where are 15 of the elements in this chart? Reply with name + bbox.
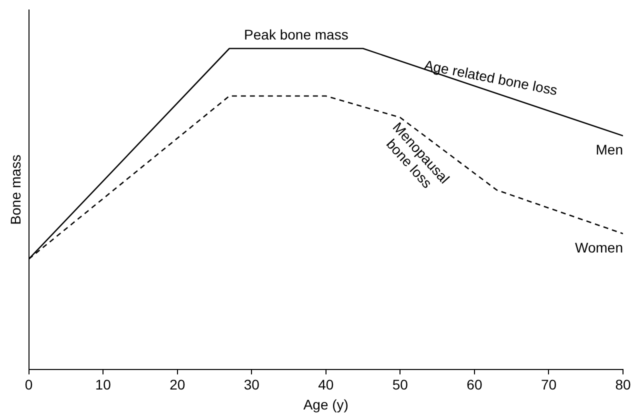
x-tick-label: 20 [170,376,186,393]
x-tick-label: 40 [318,376,334,393]
x-tick-label: 0 [24,376,33,393]
y-axis-title: Bone mass [7,154,24,225]
series-label: Women [575,240,623,256]
annotation: Age related bone loss [422,56,559,98]
series-label: Men [596,142,623,158]
x-tick-label: 60 [466,376,482,393]
x-axis-title: Age (y) [303,396,348,412]
x-tick-label: 80 [615,376,631,393]
x-tick-label: 30 [244,376,260,393]
x-tick-label: 70 [540,376,557,393]
x-tick-label: 50 [392,376,408,393]
annotation: Peak bone mass [244,26,348,42]
x-tick-label: 10 [95,376,112,393]
